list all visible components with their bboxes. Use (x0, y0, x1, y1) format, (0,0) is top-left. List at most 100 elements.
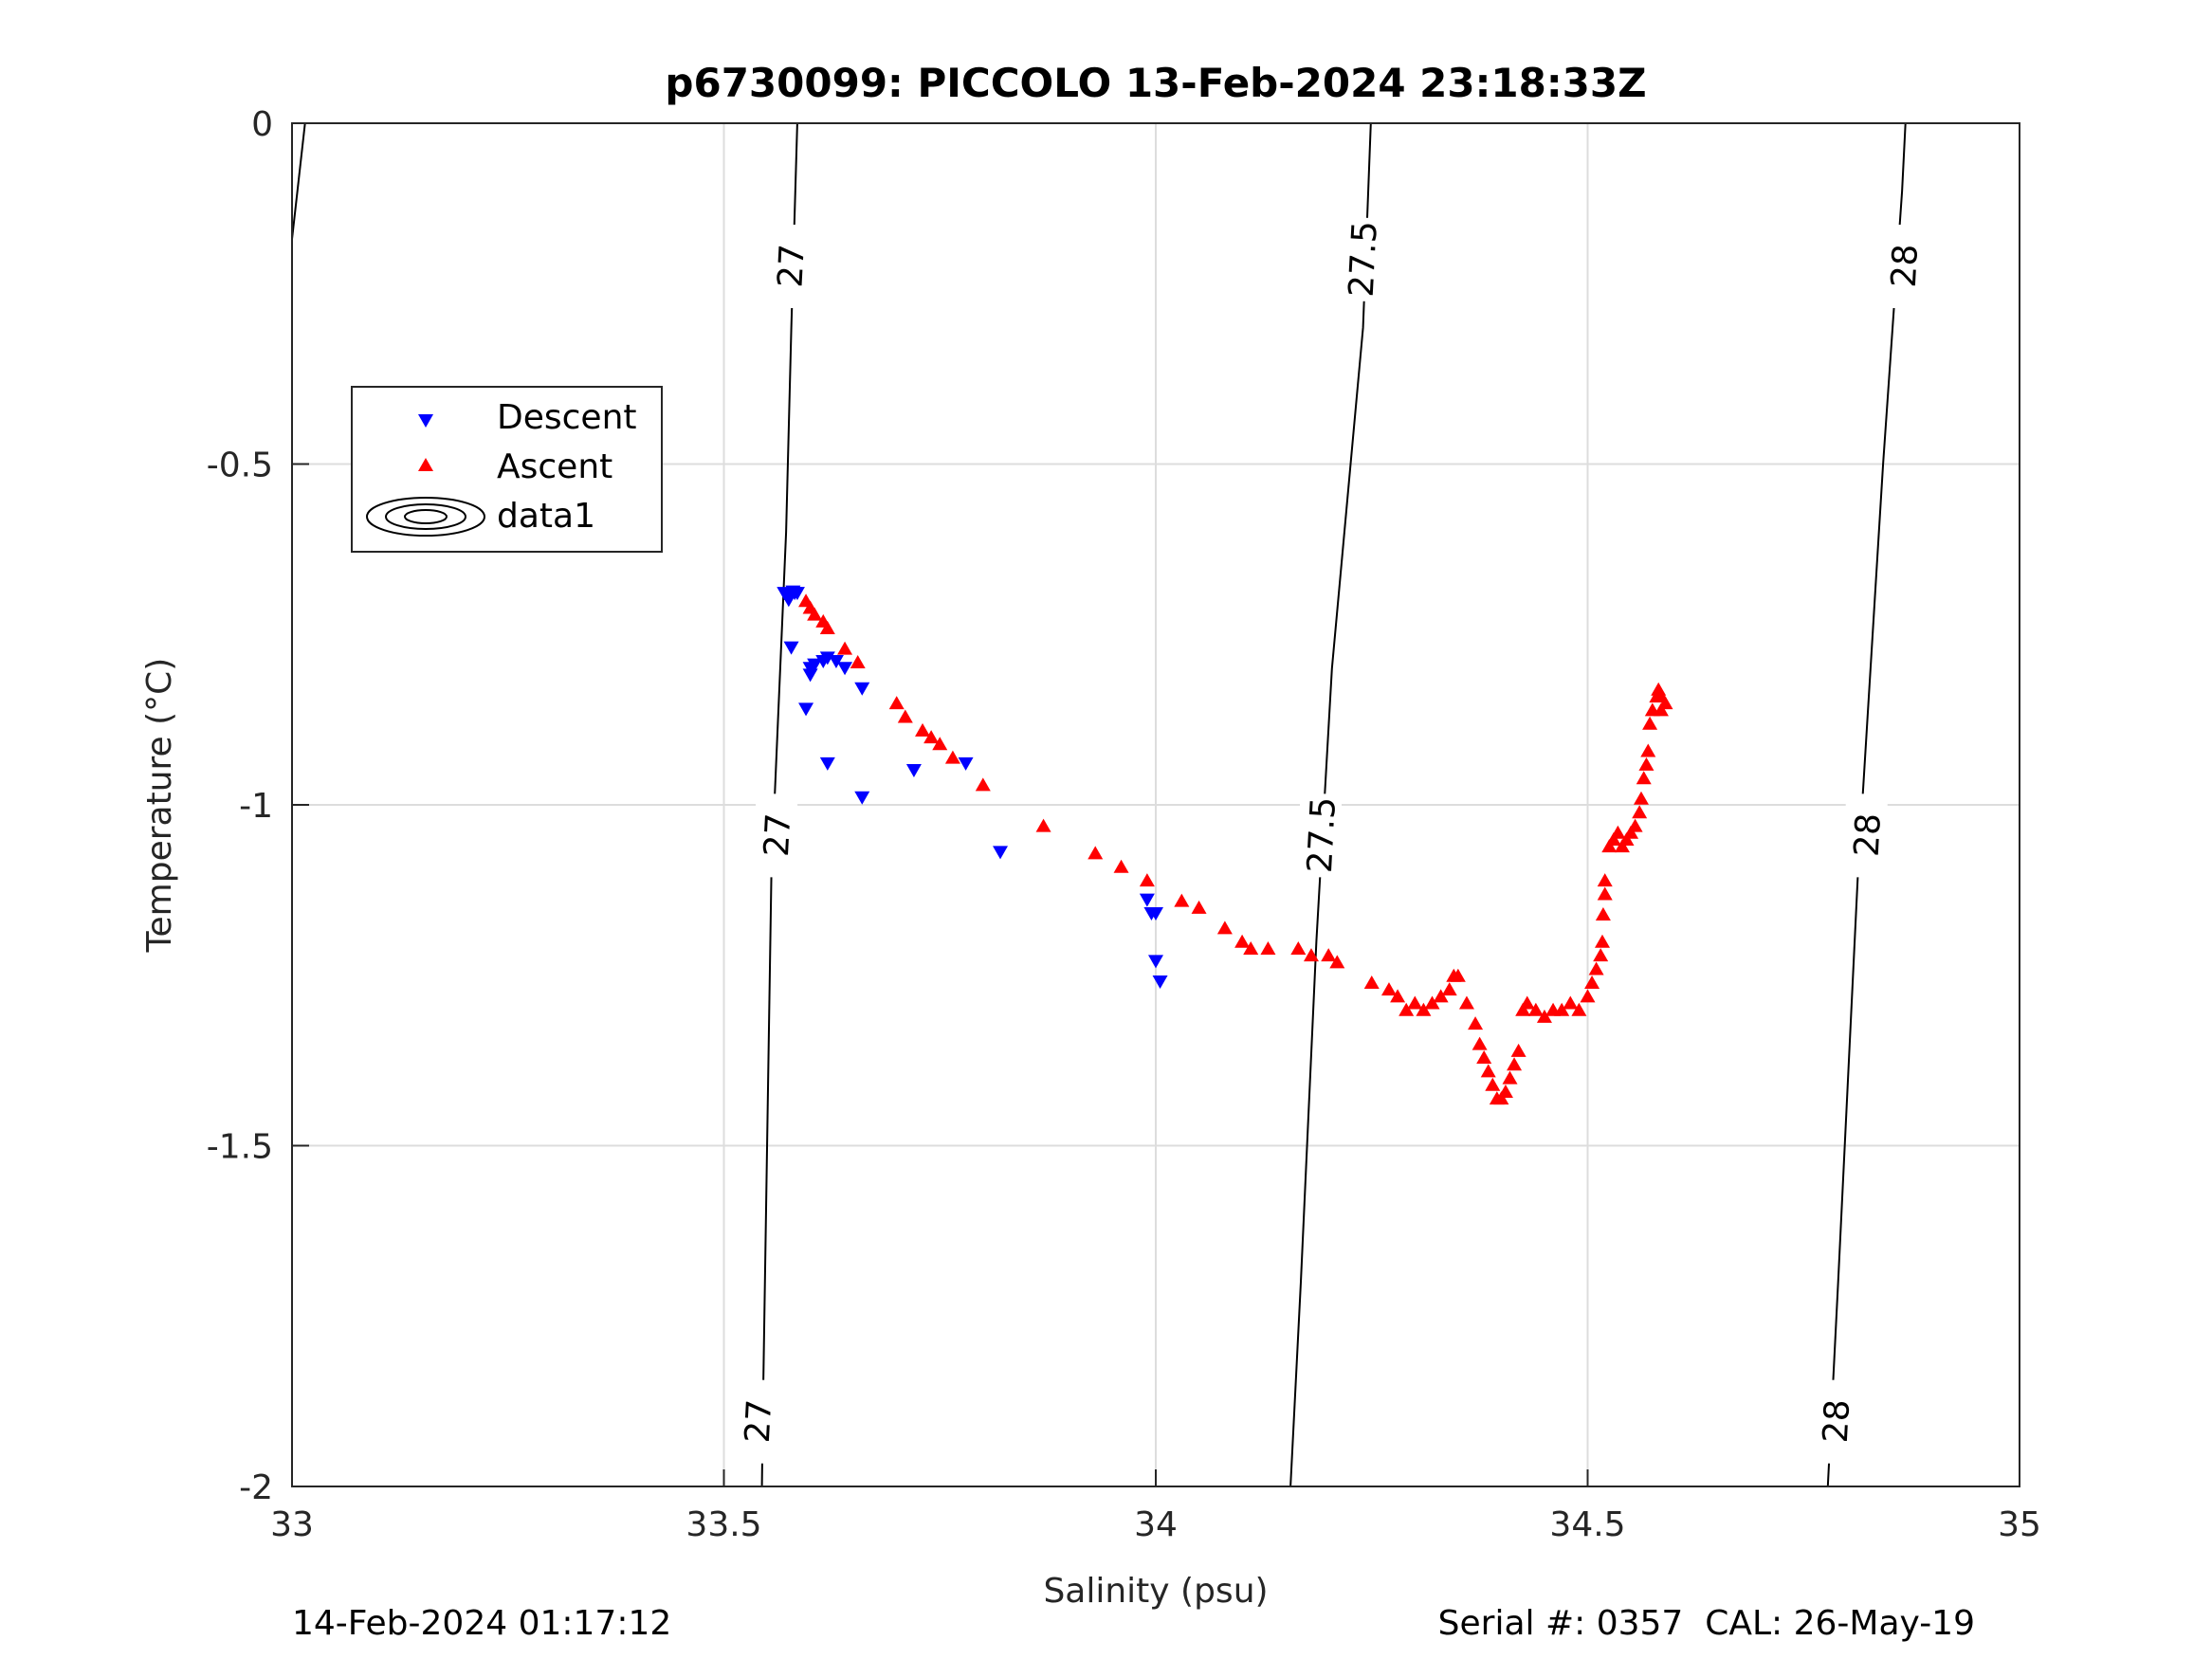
ascent-point (1507, 1057, 1523, 1071)
ascent-point (1174, 893, 1190, 907)
isopycnal-label: 27.5 (1301, 796, 1344, 874)
footer-serial-cal: Serial #: 0357 CAL: 26-May-19 (1438, 1604, 1975, 1643)
ascent-point (1627, 818, 1643, 832)
legend-ascent-label: Ascent (497, 447, 612, 486)
ascent-point (1398, 1002, 1415, 1016)
descent-point (787, 587, 803, 601)
isopycnal-label: 27 (771, 243, 812, 288)
ascent-point (807, 607, 823, 621)
isopycnal-label-gap (737, 1379, 779, 1464)
legend: Descent Ascent data1 (351, 386, 663, 553)
ascent-point (1632, 805, 1648, 819)
ascent-point (1571, 1002, 1587, 1016)
descent-point (798, 702, 814, 717)
isopycnal-line (1826, 123, 1907, 1486)
descent-point (1152, 975, 1168, 989)
ascent-point (1441, 982, 1457, 996)
footer-timestamp: 14-Feb-2024 01:17:12 (292, 1604, 671, 1643)
isopycnal-label-gap (1882, 224, 1925, 308)
ascent-point (1450, 968, 1466, 982)
ascent-point (1610, 825, 1626, 839)
ascent-point (1390, 989, 1406, 1003)
ascent-point (1653, 702, 1669, 717)
isopycnal-label-gap (1341, 217, 1383, 301)
ascent-point (1329, 955, 1345, 969)
ascent-point (932, 737, 948, 751)
ascent-point (915, 722, 931, 737)
ascent-point (1416, 1002, 1432, 1016)
y-tick-label: -1 (239, 787, 273, 826)
y-tick-label: -2 (239, 1468, 273, 1507)
ascent-point (1380, 982, 1397, 996)
ascent-point (1480, 1064, 1496, 1078)
x-tick-label: 34 (1134, 1505, 1178, 1544)
ascent-point (1303, 948, 1319, 962)
ascent-point (1633, 791, 1649, 805)
y-tick-label: -1.5 (207, 1128, 273, 1167)
ascent-point (1363, 975, 1380, 989)
ascent-point (1113, 859, 1129, 873)
ascent-point (850, 655, 866, 669)
descent-point (1148, 907, 1163, 921)
descent-point (837, 662, 853, 676)
x-tick-label: 33 (270, 1505, 314, 1544)
ascent-point (1424, 995, 1440, 1010)
x-tick-label: 33.5 (686, 1505, 761, 1544)
ascent-point (1642, 716, 1658, 730)
density-contours: 27 27.5 28 27 27.5 28 27 28 (292, 123, 1926, 1486)
descent-point (828, 655, 844, 669)
ascent-point (1510, 1043, 1526, 1057)
ascent-point (897, 709, 913, 723)
ascent-point (1139, 873, 1155, 887)
ascent-point (1636, 771, 1652, 785)
descent-point (854, 791, 870, 805)
descent-point (854, 682, 870, 696)
axis-ticks: 33 33.5 34 34.5 35 0 -0.5 -1 -1.5 -2 (207, 105, 2041, 1544)
ascent-point (1594, 934, 1610, 948)
ascent-point (1563, 995, 1579, 1010)
ascent-point (1623, 825, 1639, 839)
ascent-point (1497, 1084, 1513, 1098)
ascent-point (819, 621, 835, 635)
x-axis-label: Salinity (psu) (1043, 1572, 1268, 1611)
ascent-point (837, 641, 853, 655)
ascent-point (944, 750, 960, 764)
isopycnal-label: 28 (1885, 243, 1926, 288)
isopycnal-label: 27.5 (1343, 220, 1385, 298)
x-tick-label: 35 (1998, 1505, 2041, 1544)
ascent-point (1088, 846, 1104, 860)
ascent-point (1597, 886, 1613, 901)
descent-point (807, 658, 823, 672)
legend-descent-marker (418, 414, 433, 428)
descent-point (819, 651, 835, 665)
ascent-point (1638, 757, 1654, 771)
isopycnal-label: 28 (1848, 812, 1889, 858)
ascent-point (1618, 831, 1635, 846)
descent-point (819, 757, 835, 771)
ascent-point (1595, 907, 1611, 921)
ascent-point (1260, 940, 1276, 955)
isopycnal-label: 27 (758, 812, 798, 858)
isopycnal-label: 28 (1817, 1398, 1857, 1444)
isopycnal-label-gap (1300, 793, 1343, 878)
ascent-point (1515, 1002, 1531, 1016)
chart-title: p6730099: PICCOLO 13-Feb-2024 23:18:33Z (665, 60, 1646, 106)
ascent-point (1554, 1002, 1570, 1016)
isopycnal-label: 27 (739, 1398, 779, 1444)
descent-point (1148, 955, 1163, 969)
legend-contour-label: data1 (497, 497, 595, 536)
isopycnal-label-gap (769, 224, 812, 308)
ascent-point (1476, 1050, 1492, 1065)
ascent-point (1234, 934, 1251, 948)
y-axis-label: Temperature (°C) (140, 658, 179, 954)
ascent-point (1580, 989, 1596, 1003)
ascent-point (1407, 995, 1423, 1010)
ascent-point (1472, 1036, 1488, 1050)
ascent-point (1597, 873, 1613, 887)
ascent-point (1191, 900, 1207, 914)
ascent-point (1519, 995, 1535, 1010)
ascent-point (1593, 948, 1609, 962)
ascent-point (1657, 696, 1673, 710)
ascent-point (975, 777, 991, 792)
